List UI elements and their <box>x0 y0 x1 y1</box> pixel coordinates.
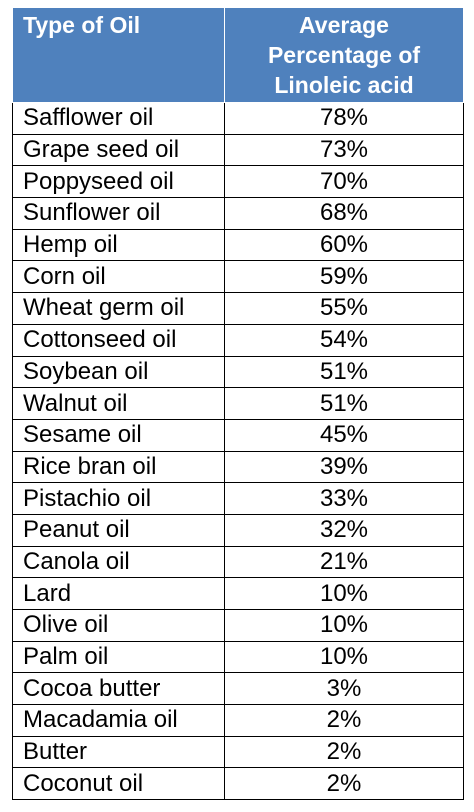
percentage-cell: 59% <box>224 260 464 294</box>
oil-name-cell: Lard <box>12 577 225 610</box>
oil-name-cell: Hemp oil <box>12 228 225 262</box>
table-row: Sesame oil 45% <box>12 418 464 452</box>
oil-name-cell: Wheat germ oil <box>12 292 225 325</box>
percentage-cell: 45% <box>224 418 464 452</box>
percentage-cell: 3% <box>224 672 464 706</box>
oil-name-cell: Peanut oil <box>12 513 225 547</box>
percentage-cell: 32% <box>224 513 464 547</box>
percentage-cell: 21% <box>224 545 464 579</box>
oil-name-cell: Palm oil <box>12 640 225 674</box>
table-row: Cottonseed oil 54% <box>12 323 464 357</box>
oil-name-cell: Cottonseed oil <box>12 323 225 357</box>
header-type-of-oil: Type of Oil <box>12 7 225 103</box>
table-row: Corn oil 59% <box>12 260 464 294</box>
table-row: Wheat germ oil 55% <box>12 292 464 325</box>
table-row: Palm oil 10% <box>12 640 464 674</box>
oil-name-cell: Cocoa butter <box>12 672 225 706</box>
table-row: Canola oil 21% <box>12 545 464 579</box>
oil-name-cell: Corn oil <box>12 260 225 294</box>
table-body: Safflower oil 78% Grape seed oil 73% Poppy… <box>12 102 464 801</box>
percentage-cell: 70% <box>224 165 464 199</box>
percentage-cell: 73% <box>224 133 464 167</box>
table-row: Peanut oil 32% <box>12 513 464 547</box>
percentage-cell: 39% <box>224 450 464 484</box>
oil-name-cell: Pistachio oil <box>12 482 225 515</box>
header-average-percentage: Average Percentage of Linoleic acid <box>224 7 464 103</box>
percentage-cell: 10% <box>224 609 464 642</box>
oil-name-cell: Sunflower oil <box>12 197 225 230</box>
percentage-cell: 55% <box>224 292 464 325</box>
percentage-cell: 51% <box>224 387 464 420</box>
oil-name-cell: Rice bran oil <box>12 450 225 484</box>
oil-name-cell: Coconut oil <box>12 767 225 801</box>
oil-name-cell: Butter <box>12 735 225 769</box>
table-row: Grape seed oil 73% <box>12 133 464 167</box>
oil-name-cell: Grape seed oil <box>12 133 225 167</box>
percentage-cell: 54% <box>224 323 464 357</box>
percentage-cell: 2% <box>224 767 464 801</box>
table-row: Macadamia oil 2% <box>12 704 464 737</box>
oil-name-cell: Macadamia oil <box>12 704 225 737</box>
percentage-cell: 51% <box>224 355 464 389</box>
table-row: Olive oil 10% <box>12 609 464 642</box>
percentage-cell: 10% <box>224 577 464 610</box>
oil-name-cell: Canola oil <box>12 545 225 579</box>
percentage-cell: 10% <box>224 640 464 674</box>
table-row: Coconut oil 2% <box>12 767 464 801</box>
table-row: Sunflower oil 68% <box>12 197 464 230</box>
oil-name-cell: Safflower oil <box>12 102 225 135</box>
percentage-cell: 68% <box>224 197 464 230</box>
percentage-cell: 78% <box>224 102 464 135</box>
table-row: Butter 2% <box>12 735 464 769</box>
table-row: Poppyseed oil 70% <box>12 165 464 199</box>
oil-name-cell: Poppyseed oil <box>12 165 225 199</box>
table-row: Hemp oil 60% <box>12 228 464 262</box>
header-line: Percentage of <box>267 42 421 68</box>
table-row: Walnut oil 51% <box>12 387 464 420</box>
oil-name-cell: Olive oil <box>12 609 225 642</box>
header-row: Type of Oil Average Percentage of Linole… <box>12 7 464 103</box>
header-line: Average <box>299 12 389 38</box>
percentage-cell: 2% <box>224 735 464 769</box>
oil-name-cell: Sesame oil <box>12 418 225 452</box>
percentage-cell: 33% <box>224 482 464 515</box>
table-row: Rice bran oil 39% <box>12 450 464 484</box>
oil-name-cell: Walnut oil <box>12 387 225 420</box>
header-line: Linoleic acid <box>274 72 414 98</box>
table-row: Pistachio oil 33% <box>12 482 464 515</box>
oil-name-cell: Soybean oil <box>12 355 225 389</box>
percentage-cell: 60% <box>224 228 464 262</box>
linoleic-acid-table: Type of Oil Average Percentage of Linole… <box>12 7 464 801</box>
table-row: Cocoa butter 3% <box>12 672 464 706</box>
table-row: Safflower oil 78% <box>12 102 464 135</box>
percentage-cell: 2% <box>224 704 464 737</box>
table-row: Lard 10% <box>12 577 464 610</box>
table-row: Soybean oil 51% <box>12 355 464 389</box>
